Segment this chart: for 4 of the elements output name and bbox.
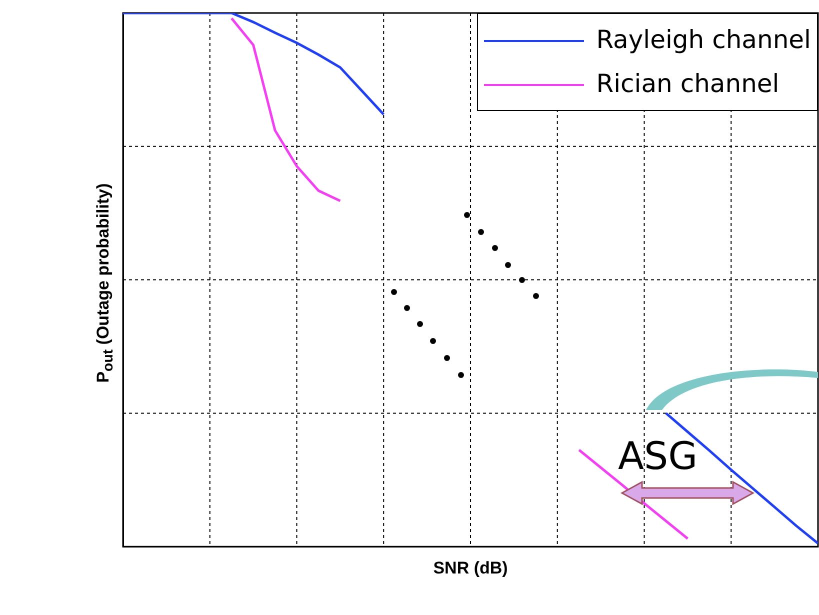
- x-axis-title: SNR (dB): [433, 558, 508, 578]
- annotation: ASG: [618, 434, 698, 478]
- legend-label: Rayleigh channel: [596, 25, 811, 54]
- legend-label: Rician channel: [596, 69, 780, 98]
